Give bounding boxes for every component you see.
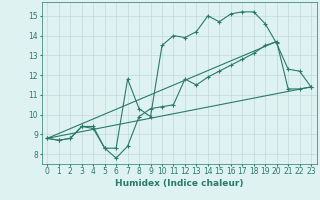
- X-axis label: Humidex (Indice chaleur): Humidex (Indice chaleur): [115, 179, 244, 188]
